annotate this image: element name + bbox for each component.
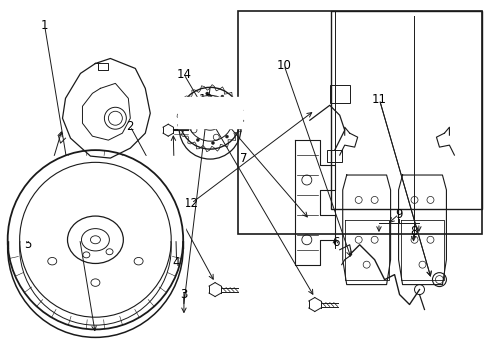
Text: 1: 1 (41, 19, 49, 32)
Ellipse shape (231, 107, 234, 109)
Text: 7: 7 (240, 152, 248, 165)
Ellipse shape (184, 112, 187, 115)
Text: 12: 12 (184, 197, 199, 210)
Ellipse shape (206, 92, 209, 95)
Bar (330, 85, 350, 103)
Ellipse shape (221, 95, 224, 98)
Text: 5: 5 (24, 238, 31, 251)
Ellipse shape (192, 98, 195, 102)
Text: 10: 10 (277, 59, 292, 72)
Ellipse shape (196, 139, 199, 141)
Ellipse shape (225, 135, 228, 138)
Ellipse shape (212, 141, 215, 144)
Text: 13: 13 (198, 93, 213, 106)
Text: 14: 14 (176, 68, 192, 81)
Text: 3: 3 (180, 288, 188, 301)
Text: 8: 8 (410, 225, 417, 238)
Ellipse shape (233, 122, 236, 125)
Bar (238, 12, 482, 234)
Text: 2: 2 (126, 120, 134, 133)
Bar (331, 12, 482, 209)
Bar (327, 150, 342, 162)
Text: 6: 6 (332, 236, 339, 249)
Ellipse shape (186, 127, 189, 130)
Text: 9: 9 (395, 208, 403, 221)
Text: 4: 4 (173, 256, 180, 269)
Text: 11: 11 (372, 93, 387, 106)
